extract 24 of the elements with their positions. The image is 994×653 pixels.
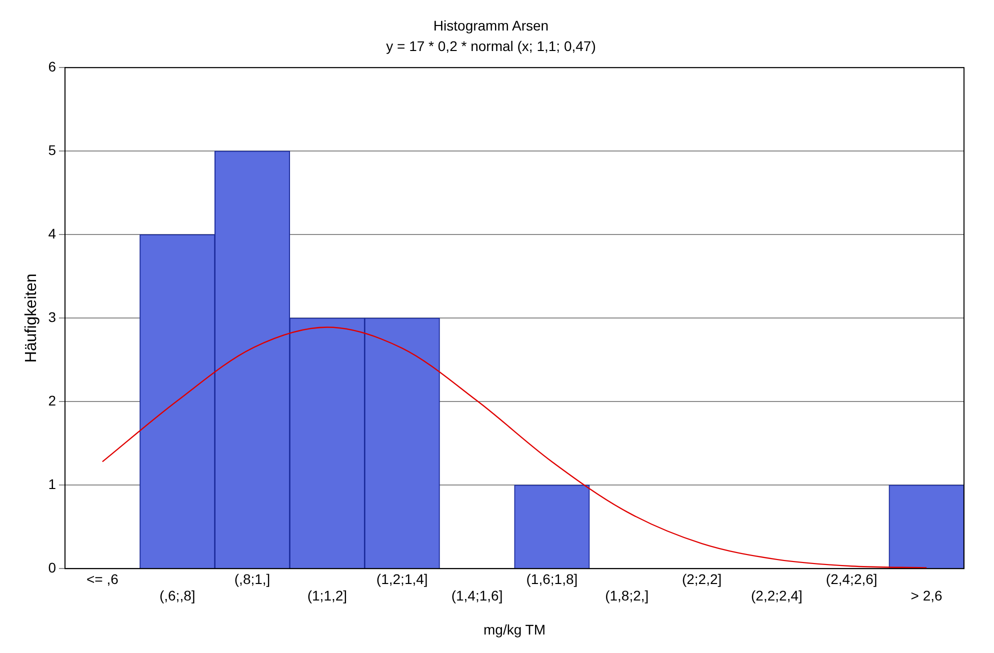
x-tick-label: <= ,6 [86, 570, 119, 587]
y-tick-label: 3 [48, 308, 56, 325]
y-tick-label: 1 [48, 476, 56, 492]
x-tick-label: (1,2;1,4] [376, 570, 428, 587]
x-tick-label: (2,4;2,6] [826, 570, 878, 587]
x-tick-label: (1,8;2,] [605, 588, 649, 604]
x-tick-label: (1;1,2] [307, 588, 348, 604]
x-tick-label: (2;2,2] [682, 570, 722, 587]
x-tick-label: (1,6;1,8] [526, 570, 578, 587]
line-series [102, 326, 928, 568]
x-tick-label: (,8;1,] [234, 570, 270, 587]
y-axis-title: Häufigkeiten [23, 274, 40, 363]
y-tick-label: 0 [48, 559, 56, 576]
y-tick-label: 5 [48, 142, 56, 158]
chart-subtitle: y = 17 * 0,2 * normal (x; 1,1; 0,47) [386, 38, 596, 54]
y-tick-label: 6 [48, 58, 56, 74]
chart-title: Histogramm Arsen [433, 17, 549, 34]
y-tick-label: 2 [48, 392, 56, 408]
y-tick-label: 4 [48, 225, 56, 242]
x-axis-title: mg/kg TM [484, 621, 546, 638]
x-tick-label: > 2,6 [910, 588, 943, 604]
x-tick-label: (1,4;1,6] [451, 588, 503, 604]
x-tick-label: (2,2;2,4] [751, 588, 802, 604]
x-tick-label: (,6;,8] [159, 588, 196, 604]
